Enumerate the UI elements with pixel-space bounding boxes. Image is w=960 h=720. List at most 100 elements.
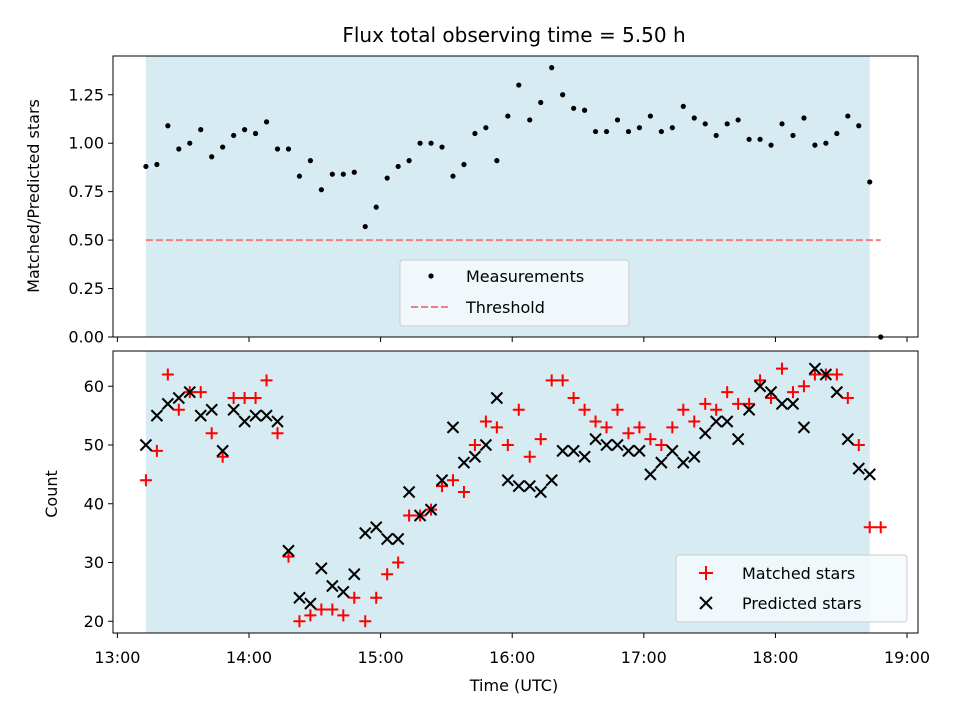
predicted-star-point <box>523 479 536 493</box>
matched-star-point <box>567 392 580 404</box>
predicted-star-point <box>556 444 569 458</box>
predicted-star-point <box>589 432 602 446</box>
predicted-star-point <box>337 585 350 599</box>
predicted-star-point <box>293 591 306 604</box>
count-y-tick-label: 60 <box>84 377 104 396</box>
predicted-star-point <box>139 438 153 452</box>
predicted-star-point <box>391 532 405 546</box>
matched-star-point <box>786 386 799 399</box>
x-tick-label: 15:00 <box>358 648 404 667</box>
predicted-star-point <box>216 444 229 458</box>
ratio-y-tick-label: 1.25 <box>68 85 104 104</box>
count-y-tick-label: 40 <box>84 494 104 513</box>
predicted-star-point <box>512 479 525 493</box>
measurement-point <box>801 115 807 121</box>
count-plot-frame <box>112 350 919 634</box>
ratio-legend-box <box>399 259 630 327</box>
ratio-panel: 0.00 0.25 0.50 0.75 1.00 1.25 Flux total obse… <box>24 23 919 347</box>
matched-star-point <box>852 439 865 451</box>
measurement-point <box>428 140 434 146</box>
measurement-point <box>713 132 719 139</box>
predicted-star-point <box>435 474 449 487</box>
matched-star-point <box>293 615 306 628</box>
predicted-star-point <box>183 385 196 399</box>
matched-star-point <box>765 392 778 404</box>
matched-star-point <box>732 397 745 410</box>
predicted-star-point <box>644 468 657 481</box>
matched-star-point <box>776 362 789 375</box>
matched-star-point <box>523 450 536 463</box>
ratio-legend: Measurements Threshold <box>399 259 630 327</box>
measurement-point <box>625 128 632 135</box>
predicted-star-point <box>238 415 251 428</box>
measurement-point <box>187 140 193 146</box>
matched-star-point <box>808 368 821 381</box>
predicted-star-point <box>205 403 218 416</box>
predicted-star-point <box>841 432 855 446</box>
matched-star-point <box>161 368 174 381</box>
matched-star-point <box>337 609 350 622</box>
x-tick-label: 18:00 <box>752 648 798 667</box>
matched-star-point <box>359 615 372 628</box>
matched-star-point <box>490 421 503 434</box>
measurement-point <box>340 171 346 177</box>
matched-star-point <box>436 480 449 493</box>
predicted-star-point <box>720 415 734 428</box>
measurement-point <box>571 105 577 111</box>
measurement-point <box>198 127 204 133</box>
ratio-y-tick-label: 0.25 <box>68 279 104 298</box>
predicted-star-point <box>304 597 317 610</box>
ratio-y-tick-label: 0.50 <box>68 231 104 250</box>
predicted-star-point <box>764 385 778 399</box>
measurement-point <box>549 65 555 71</box>
count-y-tick-label: 30 <box>84 553 104 572</box>
measurement-point <box>505 113 511 119</box>
predicted-star-point <box>534 485 547 499</box>
matched-star-point <box>370 591 383 604</box>
measurement-point <box>406 158 412 164</box>
predicted-star-point <box>819 368 833 381</box>
measurement-point <box>263 119 270 125</box>
measurement-point <box>231 132 237 139</box>
legend-predicted-marker <box>699 596 713 610</box>
measurement-point <box>209 154 215 160</box>
predicted-star-point <box>808 362 822 375</box>
predicted-star-point <box>370 521 383 534</box>
x-tick-label: 14:00 <box>226 648 272 667</box>
matched-stars-points <box>139 362 887 628</box>
predicted-star-point <box>545 474 558 487</box>
ratio-y-ticks: 0.00 0.25 0.50 0.75 1.00 1.25 <box>68 85 113 347</box>
measurement-point <box>483 125 489 131</box>
matched-star-point <box>721 386 734 399</box>
chart-title: Flux total observing time = 5.50 h <box>342 23 685 47</box>
measurement-point <box>538 99 544 106</box>
predicted-star-point <box>315 562 328 575</box>
measurement-point <box>669 125 675 131</box>
count-x-ticks: 13:00 14:00 15:00 16:00 17:00 18:00 19:00 <box>94 633 930 667</box>
ratio-plot-frame <box>112 55 919 338</box>
measurement-point <box>417 140 423 146</box>
matched-star-point <box>743 397 756 410</box>
legend-measurements-label: Measurements <box>466 267 584 286</box>
predicted-star-point <box>490 391 504 405</box>
matched-star-point <box>227 392 240 404</box>
predicted-star-point <box>457 456 471 469</box>
predicted-star-point <box>249 409 262 422</box>
count-y-tick-label: 20 <box>84 612 104 631</box>
matched-star-point <box>644 433 657 446</box>
predicted-star-point <box>699 427 712 440</box>
predicted-star-point <box>402 485 416 499</box>
measurement-point <box>307 158 314 164</box>
matched-star-point <box>556 374 569 387</box>
count-legend: Matched stars Predicted stars <box>675 554 908 623</box>
matched-star-point <box>666 421 679 434</box>
measurement-point <box>823 140 829 146</box>
measurement-point <box>329 171 335 177</box>
predicted-star-point <box>753 380 767 393</box>
measurement-point <box>702 121 708 127</box>
measurement-point <box>735 117 741 123</box>
matched-star-point <box>315 603 328 616</box>
predicted-star-point <box>677 456 690 469</box>
predicted-star-point <box>611 438 624 452</box>
